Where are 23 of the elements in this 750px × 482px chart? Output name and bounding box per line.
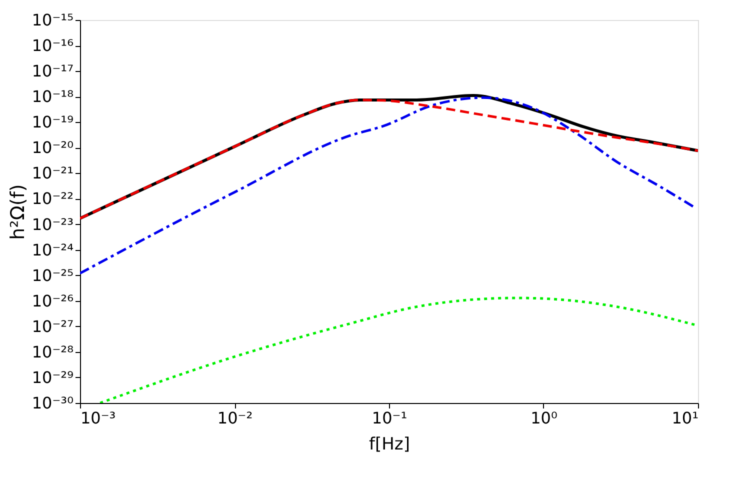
y-tick-label: 10⁻²⁵: [32, 266, 74, 285]
y-tick-label: 10⁻¹⁷: [32, 62, 74, 81]
y-tick-label: 10⁻¹⁵: [32, 10, 74, 30]
y-tick-label: 10⁻²¹: [32, 164, 74, 183]
x-tick-label: 10⁻²: [217, 408, 253, 428]
y-tick-label: 10⁻²⁷: [32, 316, 74, 336]
y-tick-label: 10⁻¹⁹: [32, 112, 74, 132]
x-tick-label: 10⁻³: [80, 408, 116, 428]
y-tick-label: 10⁻³⁰: [32, 394, 74, 412]
y-tick-label: 10⁻¹⁶: [32, 36, 74, 56]
x-axis-title: f[Hz]: [369, 434, 410, 454]
y-tick-label: 10⁻²⁸: [32, 342, 74, 362]
y-tick-label: 10⁻²³: [32, 214, 74, 234]
y-tick-label: 10⁻¹⁸: [32, 87, 74, 106]
y-tick-label: 10⁻²⁹: [32, 368, 74, 387]
y-axis-title: h²Ω(f): [6, 184, 29, 240]
y-tick-label: 10⁻²⁴: [32, 240, 74, 260]
x-tick-label: 10⁰: [530, 408, 558, 428]
x-tick-label: 10⁻¹: [372, 408, 408, 428]
y-tick-label: 10⁻²²: [32, 189, 74, 208]
y-tick-label: 10⁻²⁰: [32, 138, 74, 158]
x-tick-label: 10¹: [672, 408, 698, 428]
y-tick-label: 10⁻²⁶: [32, 291, 74, 310]
